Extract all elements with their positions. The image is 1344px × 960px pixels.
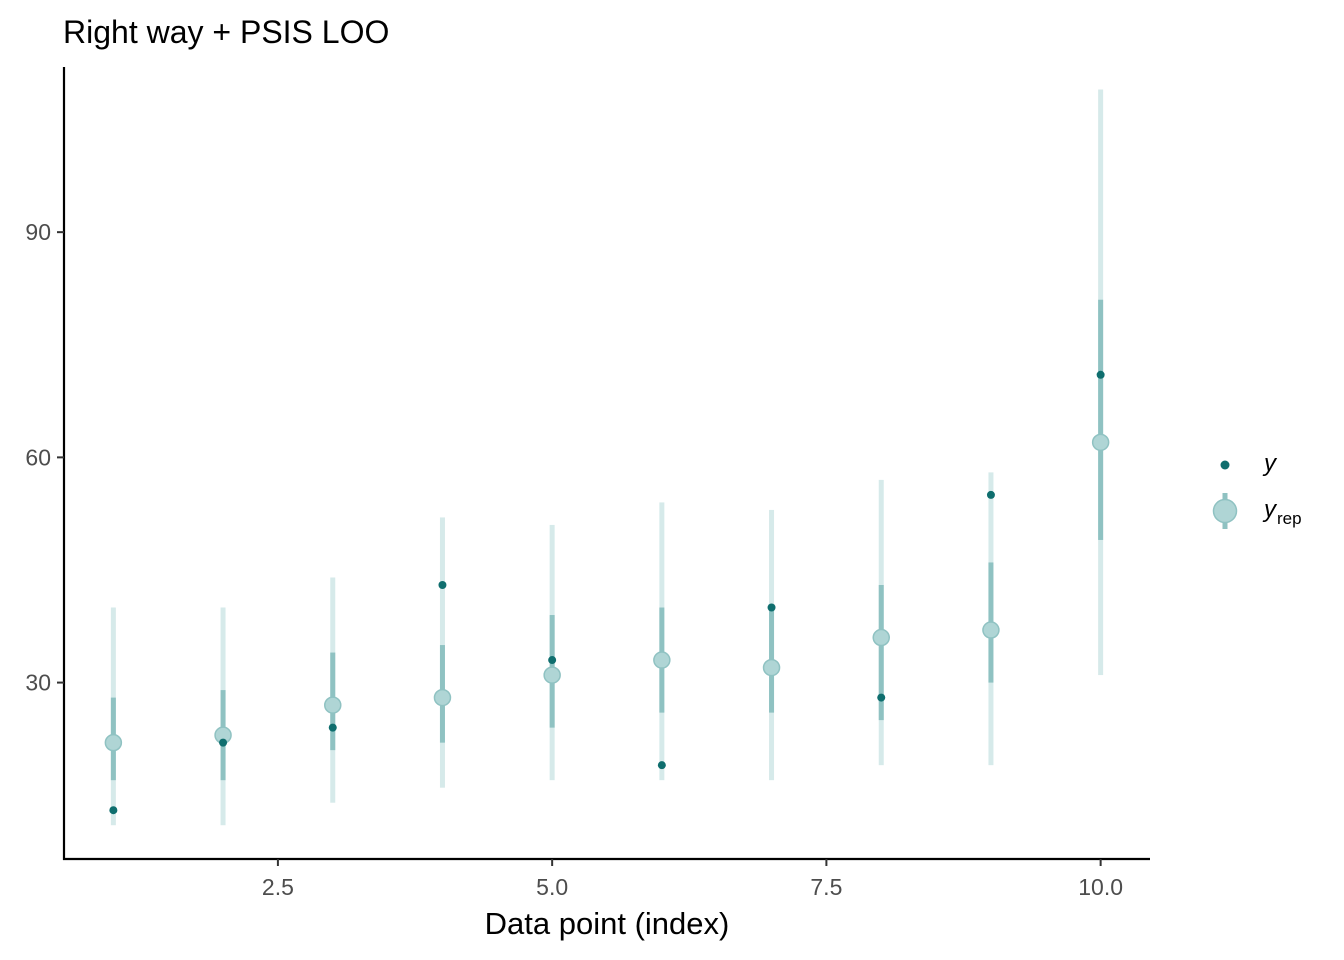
y-tick-label: 60 [25,444,51,470]
yrep-point [982,621,1000,639]
chart-title: Right way + PSIS LOO [63,14,389,50]
legend-key-y [1220,460,1230,470]
y-tick-label: 30 [25,670,51,696]
x-tick-label: 7.5 [810,874,842,900]
y-point [986,490,995,499]
y-point [438,580,447,589]
inner-interval-bar [878,584,884,721]
yrep-point [653,651,671,669]
legend: y yrep [1212,450,1302,529]
y-points-layer [109,370,1105,815]
yrep-point [104,733,123,752]
outer-intervals-layer [110,89,1104,826]
legend-label-y: y [1262,450,1278,477]
yrep-point [543,666,561,684]
yrep-point [762,658,781,677]
y-point [1096,370,1105,379]
y-point [328,723,337,732]
x-axis-ticks: 2.5 5.0 7.5 10.0 [262,859,1123,900]
x-tick-label: 10.0 [1078,874,1123,900]
inner-interval-bar [1098,299,1104,540]
yrep-points-layer [104,433,1110,752]
yrep-point [433,688,452,707]
y-tick-label: 90 [25,219,51,245]
yrep-point [1091,433,1110,452]
x-tick-label: 5.0 [536,874,568,900]
legend-key-yrep [1212,498,1238,524]
yrep-point [872,628,890,647]
legend-label-yrep-subscript: rep [1277,509,1302,528]
y-point [877,693,886,702]
y-point [767,603,776,612]
yrep-point [324,696,342,714]
inner-intervals-layer [110,299,1104,781]
x-tick-label: 2.5 [262,874,294,900]
x-axis-title: Data point (index) [485,906,730,941]
legend-label-yrep: yrep [1262,496,1302,528]
y-point [548,656,557,665]
y-point [657,761,666,770]
y-point [109,806,118,815]
y-axis-ticks: 30 60 90 [25,219,64,696]
y-point [219,738,228,747]
